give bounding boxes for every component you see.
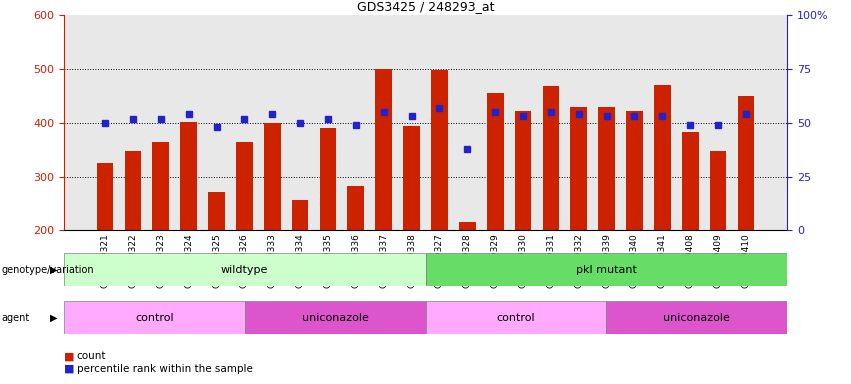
Text: control: control <box>135 313 174 323</box>
Text: pkl mutant: pkl mutant <box>576 265 637 275</box>
Bar <box>97 163 113 230</box>
Text: ▶: ▶ <box>50 313 57 323</box>
Bar <box>431 70 448 230</box>
Bar <box>236 142 253 230</box>
Bar <box>682 132 699 230</box>
Bar <box>515 111 531 230</box>
Bar <box>292 200 308 230</box>
Text: ▶: ▶ <box>50 265 57 275</box>
Bar <box>264 123 281 230</box>
Text: genotype/variation: genotype/variation <box>2 265 94 275</box>
Bar <box>64 301 245 334</box>
Bar <box>403 126 420 230</box>
Text: count: count <box>77 351 106 361</box>
Text: control: control <box>497 313 535 323</box>
Bar <box>426 253 787 286</box>
Bar <box>347 186 364 230</box>
Bar <box>598 107 615 230</box>
Bar <box>710 151 727 230</box>
Bar <box>459 222 476 230</box>
Bar <box>426 301 606 334</box>
Text: agent: agent <box>2 313 30 323</box>
Bar <box>654 85 671 230</box>
Text: ■: ■ <box>64 364 74 374</box>
Bar <box>124 151 141 230</box>
Text: ■: ■ <box>64 351 74 361</box>
Bar <box>375 69 392 230</box>
Bar <box>180 122 197 230</box>
Bar <box>245 301 426 334</box>
Text: wildtype: wildtype <box>221 265 268 275</box>
Bar <box>320 128 336 230</box>
Bar <box>626 111 643 230</box>
Bar <box>64 253 426 286</box>
Text: uniconazole: uniconazole <box>663 313 730 323</box>
Bar <box>607 301 787 334</box>
Text: uniconazole: uniconazole <box>301 313 368 323</box>
Text: percentile rank within the sample: percentile rank within the sample <box>77 364 253 374</box>
Bar <box>208 192 225 230</box>
Title: GDS3425 / 248293_at: GDS3425 / 248293_at <box>357 0 494 13</box>
Bar <box>543 86 559 230</box>
Bar <box>738 96 754 230</box>
Bar <box>152 142 169 230</box>
Bar <box>487 93 504 230</box>
Bar <box>570 107 587 230</box>
